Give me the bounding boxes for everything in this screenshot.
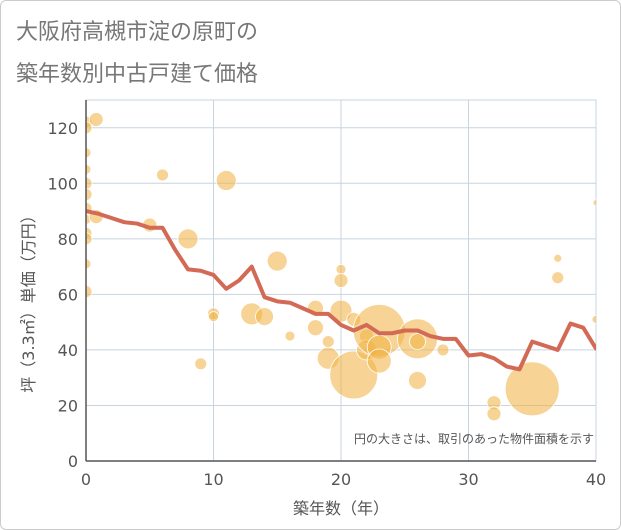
size-note: 円の大きさは、取引のあった物件面積を示す [354,431,594,446]
data-bubble [177,228,199,250]
average-price-line [86,209,596,372]
y-tick-label: 60 [58,285,78,304]
data-bubble [86,258,92,270]
data-bubble [86,147,92,159]
data-bubble [266,250,288,272]
trend-line [86,209,596,372]
data-bubble [255,307,274,327]
data-bubble [436,343,450,357]
bubbles [86,112,596,422]
data-bubble [504,361,560,417]
data-bubble [486,406,502,422]
data-bubble [86,285,93,299]
data-bubble [329,350,379,400]
data-bubble [86,121,93,135]
data-bubble [307,319,324,337]
data-bubble [591,314,596,324]
data-bubble [321,335,335,348]
data-bubble [409,333,426,350]
data-bubble [553,253,563,263]
y-tick-label: 100 [47,174,78,193]
y-tick-label: 40 [58,341,78,360]
x-tick-label: 0 [81,470,91,489]
x-tick-label: 40 [586,470,606,489]
data-bubble [208,311,219,323]
x-tick-label: 20 [331,470,351,489]
y-tick-label: 0 [68,452,78,471]
data-bubble [215,170,237,191]
data-bubble [592,199,596,207]
data-bubble [366,348,392,374]
data-bubble [86,176,93,190]
data-bubble [194,357,208,371]
x-tick-label: 10 [203,470,223,489]
data-bubble [551,271,565,285]
axes: 0 10 20 30 40 0 20 40 60 80 100 120 [47,100,606,489]
data-bubble [86,164,92,175]
data-bubble [86,188,93,201]
y-tick-label: 120 [47,119,78,138]
chart-title-line2: 築年数別中古戸建て価格 [16,62,259,87]
x-tick-label: 30 [458,470,478,489]
data-bubble [329,299,353,323]
data-bubble [156,168,169,182]
data-bubble [86,232,93,246]
data-bubble [408,371,427,390]
data-bubble [88,112,104,127]
y-tick-label: 20 [58,396,78,415]
x-axis-label: 築年数（年） [293,499,389,518]
chart-title-line1: 大阪府高槻市淀の原町の [16,20,259,45]
data-bubble [335,263,347,275]
data-bubble [284,330,296,342]
y-axis-label: 坪（3.3㎡）単価（万円） [19,207,38,392]
y-tick-label: 80 [58,230,78,249]
data-bubble [333,273,349,288]
